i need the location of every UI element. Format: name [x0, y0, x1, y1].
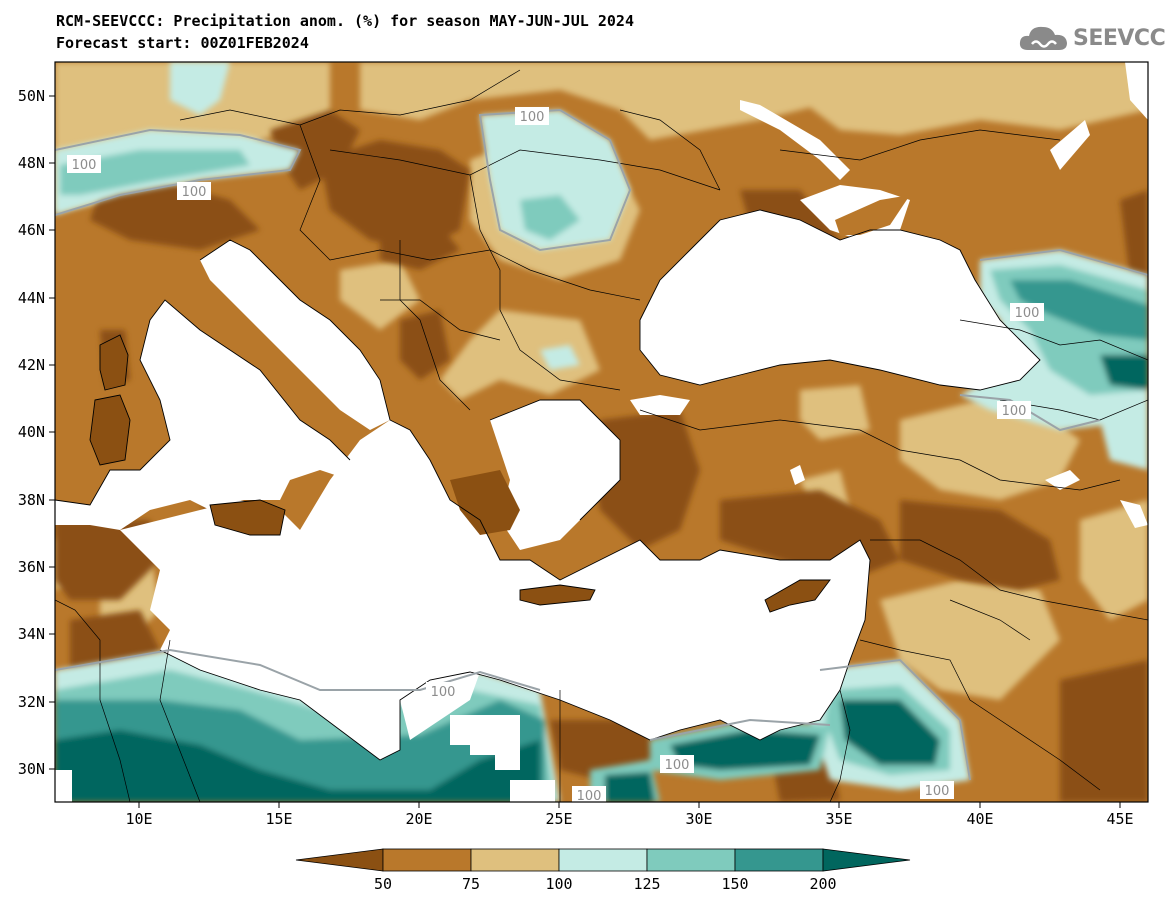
contour-label: 100	[572, 786, 606, 804]
seevccc-logo: SEEVCCC	[1018, 22, 1165, 54]
colorbar-segment-75-100	[470, 848, 560, 872]
lat-tick-label: 46N	[18, 221, 45, 239]
contour-100-lines	[55, 108, 1148, 781]
lat-tick-label: 40N	[18, 423, 45, 441]
lat-tick-label: 32N	[18, 693, 45, 711]
contour-label: 100	[660, 755, 694, 773]
lat-tick-label: 50N	[18, 87, 45, 105]
lat-axis: 50N 48N 46N 44N 42N 40N 38N 36N 34N 32N …	[18, 87, 55, 778]
forecast-start: Forecast start: 00Z01FEB2024	[56, 34, 309, 52]
lat-tick-label: 30N	[18, 760, 45, 778]
lat-tick-label: 36N	[18, 558, 45, 576]
lon-tick-label: 40E	[966, 810, 993, 828]
lon-tick-label: 45E	[1106, 810, 1133, 828]
colorbar-segment-100-125	[558, 848, 648, 872]
contour-label: 100	[997, 401, 1031, 419]
svg-text:100: 100	[577, 789, 602, 804]
lat-tick-label: 48N	[18, 154, 45, 172]
colorbar-segment-below-50	[295, 848, 384, 872]
colorbar-label: 100	[545, 875, 572, 893]
lon-tick-label: 20E	[405, 810, 432, 828]
chart-title: RCM-SEEVCCC: Precipitation anom. (%) for…	[56, 12, 634, 30]
lat-tick-label: 42N	[18, 356, 45, 374]
map-area: 100 100 100 100 100 100 100 100 100	[55, 62, 1148, 804]
lat-tick-label: 44N	[18, 289, 45, 307]
coastlines	[55, 209, 1041, 761]
svg-text:100: 100	[431, 685, 456, 700]
colorbar-label: 50	[374, 875, 392, 893]
lat-tick-label: 34N	[18, 625, 45, 643]
contour-label: 100	[426, 682, 460, 700]
contour-labels: 100 100 100 100 100 100 100 100 100	[67, 107, 1044, 804]
colorbar-label: 150	[721, 875, 748, 893]
islands	[90, 195, 910, 612]
svg-text:100: 100	[665, 758, 690, 773]
lon-tick-label: 10E	[125, 810, 152, 828]
anomaly-positive-north	[55, 62, 1148, 470]
colorbar-segment-above-200	[822, 848, 911, 872]
contour-label: 100	[177, 182, 211, 200]
anomaly-positive-south	[55, 650, 970, 802]
lon-tick-label: 35E	[825, 810, 852, 828]
svg-text:100: 100	[72, 158, 97, 173]
svg-text:100: 100	[1015, 306, 1040, 321]
lon-axis: 10E 15E 20E 25E 30E 35E 40E 45E	[125, 802, 1134, 828]
lat-tick-label: 38N	[18, 491, 45, 509]
logo-text: SEEVCCC	[1073, 25, 1165, 51]
svg-text:100: 100	[520, 110, 545, 125]
svg-text:100: 100	[182, 185, 207, 200]
colorbar-label: 200	[809, 875, 836, 893]
lon-tick-label: 30E	[685, 810, 712, 828]
contour-label: 100	[920, 781, 954, 799]
svg-text:100: 100	[1002, 404, 1027, 419]
lon-tick-label: 15E	[265, 810, 292, 828]
contour-label: 100	[67, 155, 101, 173]
colorbar-label: 75	[462, 875, 480, 893]
colorbar-segment-50-75	[382, 848, 472, 872]
country-borders	[55, 69, 1148, 802]
contour-label: 100	[1010, 303, 1044, 321]
colorbar-segment-125-150	[646, 848, 736, 872]
contour-label: 100	[515, 107, 549, 125]
cloud-icon	[1019, 26, 1067, 50]
colorbar: 50 75 100 125 150 200	[295, 848, 911, 893]
lon-tick-label: 25E	[545, 810, 572, 828]
svg-text:100: 100	[925, 784, 950, 799]
colorbar-segment-150-200	[734, 848, 824, 872]
colorbar-label: 125	[633, 875, 660, 893]
